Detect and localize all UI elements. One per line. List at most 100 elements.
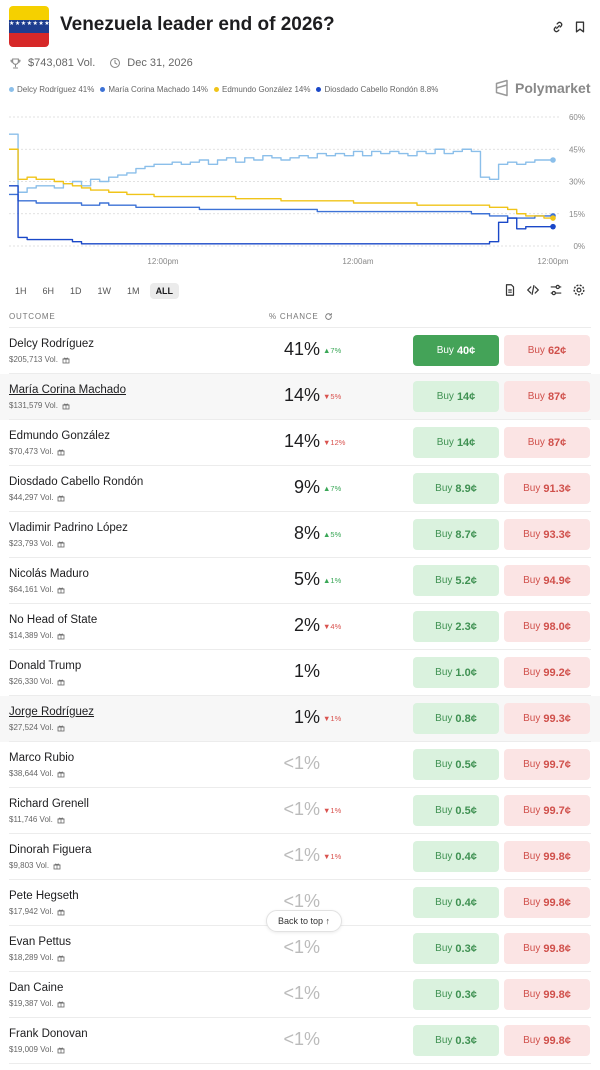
- buy-no-button[interactable]: Buy 99.8¢: [504, 979, 590, 1010]
- document-icon[interactable]: [503, 283, 517, 297]
- buy-yes-button[interactable]: Buy 14¢: [413, 381, 499, 412]
- timeframe-all-button[interactable]: ALL: [149, 283, 180, 299]
- buy-yes-button[interactable]: Buy 5.2¢: [413, 565, 499, 596]
- buy-no-button[interactable]: Buy 99.8¢: [504, 1025, 590, 1056]
- buy-no-button[interactable]: Buy 99.7¢: [504, 795, 590, 826]
- buy-yes-button[interactable]: Buy 8.9¢: [413, 473, 499, 504]
- buy-yes-button[interactable]: Buy 0.3¢: [413, 979, 499, 1010]
- code-icon[interactable]: [526, 283, 540, 297]
- buy-no-button[interactable]: Buy 99.8¢: [504, 887, 590, 918]
- chance-change: ▲5%: [323, 530, 342, 539]
- buy-yes-button[interactable]: Buy 0.4¢: [413, 841, 499, 872]
- buy-no-button[interactable]: Buy 99.8¢: [504, 933, 590, 964]
- outcome-row[interactable]: Richard Grenell $11,746 Vol. <1% ▼1% Buy 0.5¢…: [0, 788, 600, 834]
- buy-no-button[interactable]: Buy 87¢: [504, 381, 590, 412]
- outcome-name[interactable]: Dan Caine: [9, 982, 64, 994]
- outcome-row[interactable]: Delcy Rodríguez $205,713 Vol. 41% ▲7% Buy 40¢…: [0, 328, 600, 374]
- buy-no-button[interactable]: Buy 94.9¢: [504, 565, 590, 596]
- buy-no-button[interactable]: Buy 62¢: [504, 335, 590, 366]
- outcome-row[interactable]: Frank Donovan $19,009 Vol. <1% Buy 0.3¢ Buy 99…: [0, 1018, 600, 1064]
- outcome-name[interactable]: Pete Hegseth: [9, 890, 79, 902]
- outcome-row[interactable]: Vladimir Padrino López $23,793 Vol. 8% ▲5% B…: [0, 512, 600, 558]
- buy-no-button[interactable]: Buy 99.2¢: [504, 657, 590, 688]
- timeframe-1d-button[interactable]: 1D: [70, 286, 82, 296]
- outcome-volume: $26,330 Vol.: [9, 677, 65, 686]
- series-line-0: [9, 133, 553, 193]
- gift-icon: [53, 863, 61, 869]
- timeframe-1h-button[interactable]: 1H: [15, 286, 27, 296]
- buy-yes-button[interactable]: Buy 0.3¢: [413, 933, 499, 964]
- buy-no-button[interactable]: Buy 91.3¢: [504, 473, 590, 504]
- buy-yes-button[interactable]: Buy 40¢: [413, 335, 499, 366]
- buy-no-button[interactable]: Buy 93.3¢: [504, 519, 590, 550]
- row-divider: [9, 971, 591, 972]
- row-divider: [9, 419, 591, 420]
- timeframe-6h-button[interactable]: 6H: [42, 286, 55, 296]
- outcome-name[interactable]: Dinorah Figuera: [9, 844, 92, 856]
- price-history-chart[interactable]: 60% 45% 30% 15% 0% 12:00pm 12:00am 12:00pm: [0, 108, 600, 273]
- outcome-row[interactable]: Jorge Rodríguez $27,524 Vol. 1% ▼1% Buy 0.8¢ B…: [0, 696, 600, 742]
- back-to-top-button[interactable]: Back to top ↑: [266, 910, 342, 932]
- market-end-date: Dec 31, 2026: [127, 57, 193, 69]
- outcome-name[interactable]: Vladimir Padrino López: [9, 522, 128, 534]
- row-divider: [9, 1017, 591, 1018]
- y-tick-label: 60%: [569, 113, 585, 122]
- outcome-row[interactable]: Pete Hegseth $17,942 Vol. <1% Buy 0.4¢ Buy 99.…: [0, 880, 600, 926]
- outcome-row[interactable]: No Head of State $14,389 Vol. 2% ▼4% Buy 2.3¢…: [0, 604, 600, 650]
- market-title: Venezuela leader end of 2026?: [60, 14, 335, 35]
- timeframe-1w-button[interactable]: 1W: [97, 286, 112, 296]
- refresh-icon[interactable]: [324, 312, 333, 321]
- outcome-name[interactable]: Diosdado Cabello Rondón: [9, 476, 144, 488]
- buy-no-button[interactable]: Buy 98.0¢: [504, 611, 590, 642]
- y-tick-label: 0%: [573, 242, 585, 251]
- buy-yes-button[interactable]: Buy 1.0¢: [413, 657, 499, 688]
- outcome-row[interactable]: Marco Rubio $38,644 Vol. <1% Buy 0.5¢ Buy 99.7…: [0, 742, 600, 788]
- buy-yes-button[interactable]: Buy 14¢: [413, 427, 499, 458]
- buy-no-button[interactable]: Buy 99.3¢: [504, 703, 590, 734]
- sliders-icon[interactable]: [549, 283, 563, 297]
- link-icon[interactable]: [551, 20, 565, 34]
- outcome-row[interactable]: Donald Trump $26,330 Vol. 1% Buy 1.0¢ Buy 99.2…: [0, 650, 600, 696]
- buy-yes-button[interactable]: Buy 0.8¢: [413, 703, 499, 734]
- x-tick-label: 12:00pm: [537, 257, 568, 266]
- outcome-name[interactable]: Jorge Rodríguez: [9, 706, 95, 718]
- outcome-volume: $17,942 Vol.: [9, 907, 65, 916]
- outcome-row[interactable]: Dan Caine $19,387 Vol. <1% Buy 0.3¢ Buy 99.8¢: [0, 972, 600, 1018]
- outcome-name[interactable]: Delcy Rodríguez: [9, 338, 95, 350]
- timeframe-1m-button[interactable]: 1M: [127, 286, 140, 296]
- legend-item: Edmundo González 14%: [213, 85, 310, 94]
- outcome-name[interactable]: Evan Pettus: [9, 936, 72, 948]
- legend-item: Delcy Rodríguez 41%: [9, 85, 94, 94]
- outcome-name[interactable]: No Head of State: [9, 614, 98, 626]
- outcome-row[interactable]: Edmundo González $70,473 Vol. 14% ▼12% Buy 14…: [0, 420, 600, 466]
- buy-yes-button[interactable]: Buy 2.3¢: [413, 611, 499, 642]
- buy-no-button[interactable]: Buy 99.7¢: [504, 749, 590, 780]
- buy-no-button[interactable]: Buy 99.8¢: [504, 841, 590, 872]
- outcome-row[interactable]: Diosdado Cabello Rondón $44,297 Vol. 9% ▲7%…: [0, 466, 600, 512]
- buy-yes-button[interactable]: Buy 0.5¢: [413, 749, 499, 780]
- outcome-name[interactable]: Edmundo González: [9, 430, 111, 442]
- outcome-row[interactable]: María Corina Machado $131,579 Vol. 14% ▼5% B…: [0, 374, 600, 420]
- buy-yes-button[interactable]: Buy 0.4¢: [413, 887, 499, 918]
- buy-yes-button[interactable]: Buy 8.7¢: [413, 519, 499, 550]
- buy-yes-button[interactable]: Buy 0.3¢: [413, 1025, 499, 1056]
- buy-yes-button[interactable]: Buy 0.5¢: [413, 795, 499, 826]
- outcome-name[interactable]: Richard Grenell: [9, 798, 89, 810]
- bookmark-icon[interactable]: [573, 20, 587, 34]
- outcome-chance: 41%: [283, 339, 320, 359]
- outcome-name[interactable]: Donald Trump: [9, 660, 82, 672]
- outcome-name[interactable]: Marco Rubio: [9, 752, 75, 764]
- buy-no-button[interactable]: Buy 87¢: [504, 427, 590, 458]
- row-divider: [9, 1063, 591, 1064]
- outcome-row[interactable]: Dinorah Figuera $9,803 Vol. <1% ▼1% Buy 0.4¢ B…: [0, 834, 600, 880]
- settings-gear-icon[interactable]: [572, 283, 586, 297]
- chart-legend: Delcy Rodríguez 41% María Corina Machado …: [9, 82, 438, 96]
- row-divider: [9, 465, 591, 466]
- outcome-row[interactable]: Nicolás Maduro $64,161 Vol. 5% ▲1% Buy 5.2¢ Bu…: [0, 558, 600, 604]
- outcome-chance: 1%: [293, 661, 320, 681]
- outcome-chance: <1%: [283, 891, 320, 911]
- outcome-row[interactable]: Evan Pettus $18,289 Vol. <1% Buy 0.3¢ Buy 99.8…: [0, 926, 600, 972]
- outcome-name[interactable]: Frank Donovan: [9, 1028, 88, 1040]
- outcome-name[interactable]: Nicolás Maduro: [9, 568, 89, 580]
- outcome-name[interactable]: María Corina Machado: [9, 384, 126, 396]
